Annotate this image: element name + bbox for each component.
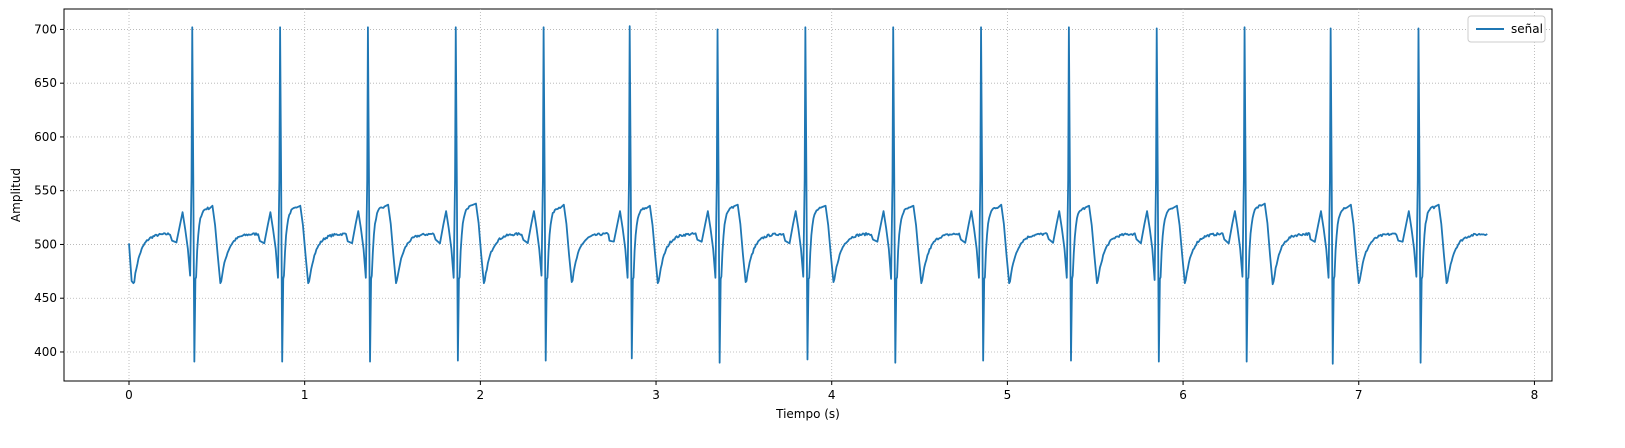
y-tick-label: 700 [34,22,57,36]
legend: señal [1467,15,1546,43]
plot-frame [63,8,1553,382]
signal-series-line [128,25,1488,365]
x-tick-label: 3 [652,388,660,402]
x-tick-label: 8 [1531,388,1539,402]
y-tick-label: 500 [34,237,57,251]
grid-lines [64,9,1552,381]
y-tick-label: 450 [34,291,57,305]
x-tick-label: 6 [1179,388,1187,402]
y-tick-label: 650 [34,76,57,90]
legend-box [1467,15,1546,43]
x-axis-label: Tiempo (s) [775,407,840,421]
y-tick-label: 400 [34,345,57,359]
x-tick-label: 7 [1355,388,1363,402]
y-axis-label: Amplitud [9,168,23,222]
x-tick-label: 0 [125,388,133,402]
x-tick-label: 2 [477,388,485,402]
y-tick-label: 550 [34,184,57,198]
series-layer [128,25,1488,365]
legend-label: señal [1511,22,1543,36]
x-tick-label: 5 [1004,388,1012,402]
axis-ticks: 0 1 2 3 4 5 6 7 8 400 450 500 550 600 650 700 [34,22,1538,402]
x-tick-label: 4 [828,388,836,402]
y-tick-label: 600 [34,130,57,144]
x-tick-label: 1 [301,388,309,402]
